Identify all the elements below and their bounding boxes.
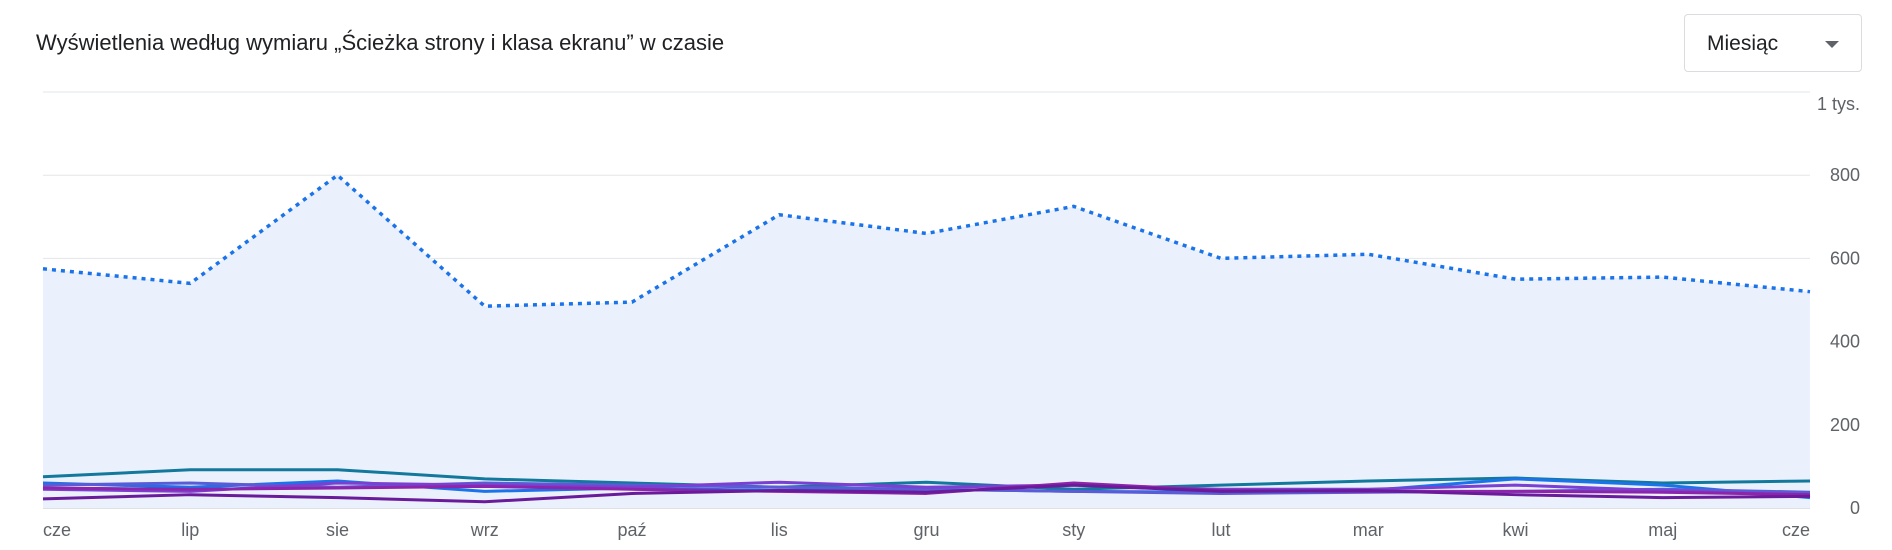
period-dropdown[interactable]: Miesiąc <box>1684 14 1862 72</box>
chart-title: Wyświetlenia według wymiaru „Ścieżka str… <box>36 30 725 55</box>
x-tick-label: mar <box>1353 520 1384 540</box>
y-tick-label: 800 <box>1830 165 1860 185</box>
x-tick-label: cze <box>43 520 71 540</box>
series-area-1 <box>43 175 1810 508</box>
x-tick-label: maj <box>1648 520 1677 540</box>
x-tick-label: sty <box>1062 520 1085 540</box>
x-tick-label: paź <box>617 520 646 540</box>
x-tick-label: cze <box>1782 520 1810 540</box>
period-dropdown-value: Miesiąc <box>1707 32 1779 55</box>
x-tick-label: lip <box>181 520 199 540</box>
y-tick-label: 600 <box>1830 248 1860 268</box>
x-tick-label: wrz <box>470 520 499 540</box>
x-tick-label: gru <box>913 520 939 540</box>
y-tick-label: 1 tys. <box>1817 94 1860 114</box>
x-tick-label: kwi <box>1503 520 1529 540</box>
chart-series-lines <box>42 173 1811 504</box>
y-tick-label: 400 <box>1830 332 1860 352</box>
chart-area-fills <box>43 175 1810 508</box>
x-tick-label: sie <box>326 520 349 540</box>
y-axis-labels: 0 200 400 600 800 1 tys. <box>1817 94 1860 518</box>
y-tick-label: 200 <box>1830 415 1860 435</box>
x-tick-label: lut <box>1211 520 1230 540</box>
x-axis-labels: cze lip sie wrz paź lis gru sty lut mar kwi maj cze <box>43 520 1810 540</box>
x-tick-label: lis <box>771 520 788 540</box>
y-tick-label: 0 <box>1850 498 1860 518</box>
caret-down-icon <box>1825 41 1839 48</box>
series-line-5 <box>42 480 1811 498</box>
series-line-7 <box>42 483 1811 504</box>
